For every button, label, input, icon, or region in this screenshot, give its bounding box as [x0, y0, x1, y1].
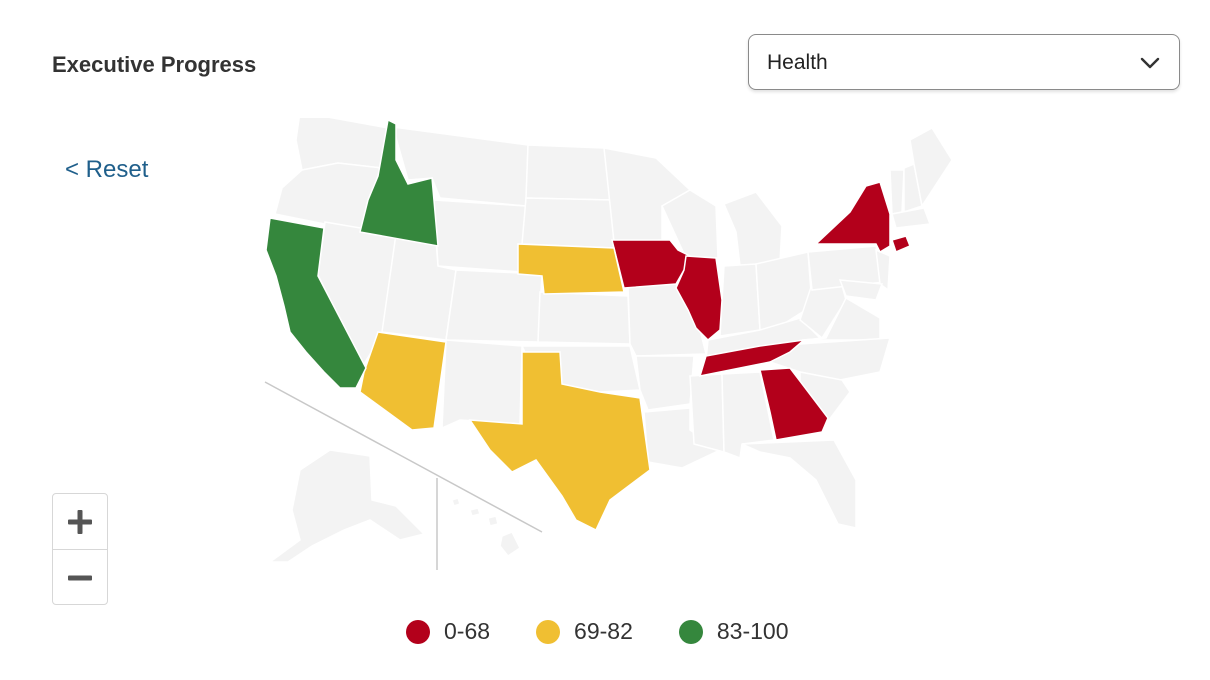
state-tx[interactable]	[468, 351, 651, 532]
state-ks[interactable]	[537, 291, 631, 345]
state-il[interactable]	[675, 255, 723, 342]
legend-swatch-high	[678, 619, 703, 644]
red-states	[611, 181, 911, 441]
zoom-controls	[52, 493, 108, 605]
plus-icon	[68, 509, 92, 534]
hawaii-inset	[451, 497, 521, 558]
state-hi[interactable]	[451, 497, 521, 558]
legend-label-high: 83-100	[716, 618, 789, 644]
category-select-value: Health	[767, 51, 828, 74]
state-nm[interactable]	[441, 339, 523, 430]
state-tn[interactable]	[698, 338, 807, 377]
state-ma[interactable]	[891, 207, 932, 229]
state-sd[interactable]	[521, 197, 615, 249]
state-wy[interactable]	[433, 199, 527, 273]
state-ia[interactable]	[611, 239, 691, 289]
yellow-states	[359, 243, 651, 532]
state-oh[interactable]	[755, 251, 813, 331]
state-in[interactable]	[719, 263, 761, 337]
zoom-out-button[interactable]	[53, 550, 107, 605]
legend-label-mid: 69-82	[574, 618, 633, 644]
minus-icon	[68, 575, 92, 580]
reset-link[interactable]: < Reset	[65, 156, 149, 183]
state-ms[interactable]	[689, 373, 725, 453]
category-select[interactable]: Health	[748, 34, 1180, 90]
us-map	[264, 118, 953, 570]
inset-divider-lines	[264, 381, 543, 570]
state-me[interactable]	[909, 127, 953, 208]
state-md[interactable]	[838, 279, 884, 301]
page-title: Executive Progress	[52, 52, 257, 77]
state-ga[interactable]	[759, 367, 829, 441]
state-ny[interactable]	[814, 181, 891, 254]
state-ak[interactable]	[267, 449, 426, 563]
state-wi[interactable]	[661, 189, 719, 259]
state-az[interactable]	[359, 331, 447, 431]
state-ca[interactable]	[265, 217, 367, 389]
state-nj[interactable]	[875, 248, 891, 292]
legend-item-low: 0-68	[406, 618, 490, 645]
state-ar[interactable]	[635, 355, 695, 411]
alaska-inset	[267, 449, 426, 563]
base-states	[274, 118, 953, 529]
legend-item-high: 83-100	[678, 618, 789, 645]
green-states	[265, 118, 439, 389]
state-ct[interactable]	[891, 235, 911, 254]
state-ne[interactable]	[517, 243, 625, 295]
state-mi[interactable]	[723, 191, 783, 267]
state-wa[interactable]	[295, 118, 389, 171]
state-vt[interactable]	[889, 169, 905, 215]
map-legend: 0-68 69-82 83-100	[406, 618, 835, 645]
state-id[interactable]	[359, 118, 439, 247]
chevron-down-icon	[1140, 57, 1160, 69]
state-nd[interactable]	[525, 144, 613, 201]
legend-swatch-mid	[536, 619, 561, 644]
zoom-in-button[interactable]	[53, 494, 107, 550]
state-co[interactable]	[445, 269, 543, 343]
state-fl[interactable]	[741, 439, 857, 529]
legend-label-low: 0-68	[444, 618, 491, 644]
legend-item-mid: 69-82	[536, 618, 633, 645]
legend-swatch-low	[406, 619, 430, 644]
